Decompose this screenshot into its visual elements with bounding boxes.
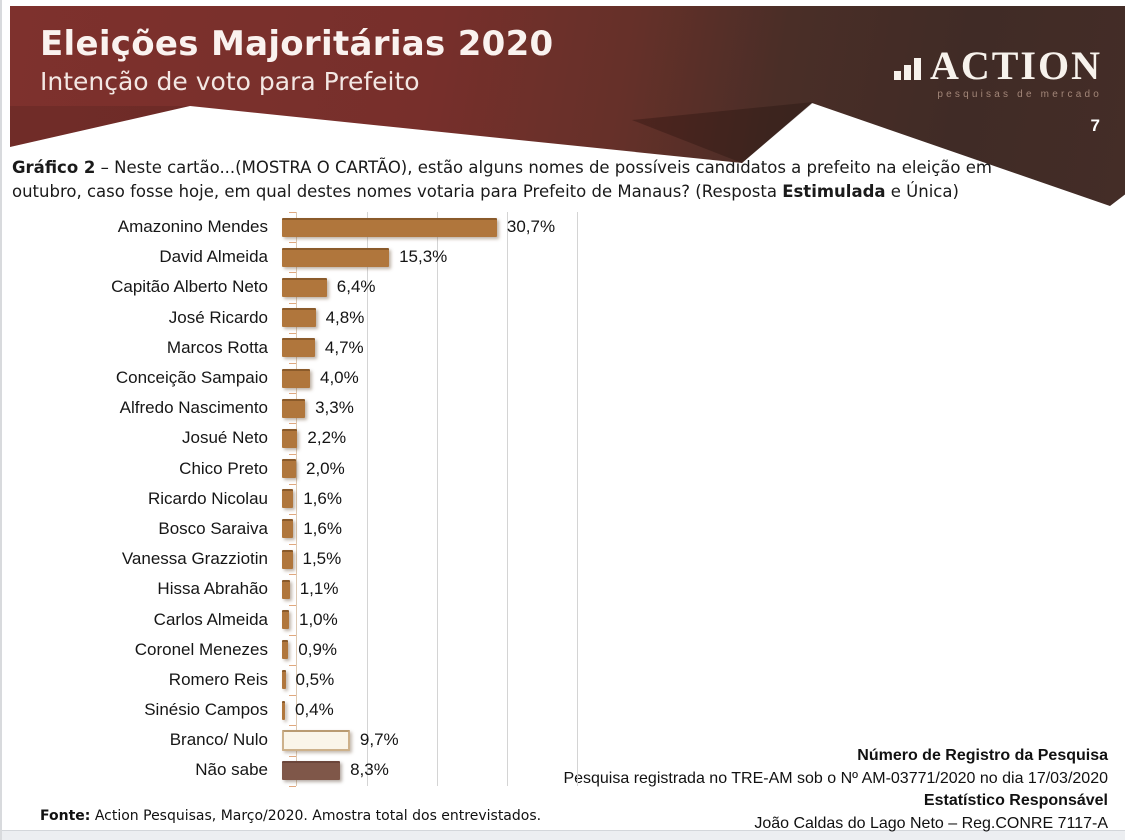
value-label: 30,7% bbox=[506, 217, 556, 237]
question-emphasis: Estimulada bbox=[782, 182, 886, 201]
chart-row: Bosco Saraiva 1,6% bbox=[2, 514, 1125, 544]
category-label: Sinésio Campos bbox=[144, 700, 268, 720]
chart-row: José Ricardo 4,8% bbox=[2, 303, 1125, 333]
statistician-text: João Caldas do Lago Neto – Reg.CONRE 711… bbox=[754, 814, 1108, 832]
chart-row: Sinésio Campos 0,4% bbox=[2, 695, 1125, 725]
chart-row: Marcos Rotta 4,7% bbox=[2, 333, 1125, 363]
category-label: Romero Reis bbox=[168, 669, 268, 689]
chart-row: Vanessa Grazziotin 1,5% bbox=[2, 544, 1125, 574]
chart-row: Alfredo Nascimento 3,3% bbox=[2, 393, 1125, 423]
header-banner: Eleições Majoritárias 2020 Intenção de v… bbox=[2, 0, 1125, 215]
category-label: Marcos Rotta bbox=[166, 337, 268, 357]
chart-row: Ricardo Nicolau 1,6% bbox=[2, 484, 1125, 514]
category-label: Bosco Saraiva bbox=[158, 518, 268, 538]
value-label: 1,6% bbox=[303, 518, 342, 538]
plot-area bbox=[296, 212, 578, 786]
category-label: Ricardo Nicolau bbox=[148, 488, 268, 508]
bar bbox=[282, 610, 289, 630]
category-label: Carlos Almeida bbox=[153, 609, 268, 629]
question-label: Gráfico 2 bbox=[12, 158, 96, 177]
value-label: 2,0% bbox=[306, 458, 345, 478]
chart-row: Capitão Alberto Neto 6,4% bbox=[2, 272, 1125, 302]
value-label: 4,8% bbox=[325, 307, 365, 327]
chart-row: Coronel Menezes 0,9% bbox=[2, 635, 1125, 665]
value-label: 0,5% bbox=[295, 669, 335, 689]
value-label: 6,4% bbox=[336, 277, 376, 297]
chart-row: Não sabe 8,3% bbox=[2, 755, 1125, 785]
chart-row: Chico Preto 2,0% bbox=[2, 454, 1125, 484]
chart-row: David Almeida 15,3% bbox=[2, 242, 1125, 272]
value-label: 4,7% bbox=[324, 337, 364, 357]
question-text: Gráfico 2 – Neste cartão...(MOSTRA O CAR… bbox=[12, 158, 992, 201]
bar bbox=[282, 640, 289, 660]
value-label: 1,6% bbox=[303, 488, 342, 508]
value-label: 9,7% bbox=[359, 730, 399, 750]
bar bbox=[282, 428, 298, 448]
bar bbox=[282, 760, 341, 780]
bar bbox=[282, 217, 497, 237]
value-label: 3,3% bbox=[315, 398, 354, 418]
bar-chart-icon bbox=[891, 58, 921, 80]
page-title: Eleições Majoritárias 2020 bbox=[40, 24, 554, 64]
value-label: 0,4% bbox=[295, 700, 334, 720]
bar-chart: Amazonino Mendes 30,7% David Almeida 15,… bbox=[2, 212, 1125, 788]
bar bbox=[282, 247, 390, 267]
registration-block: Número de Registro da Pesquisa Pesquisa … bbox=[563, 745, 1108, 835]
bar bbox=[282, 338, 315, 358]
action-logo: ACTION pesquisas de mercado bbox=[891, 46, 1102, 100]
bar bbox=[282, 519, 294, 539]
category-label: Alfredo Nascimento bbox=[119, 398, 268, 418]
logo-wordmark: ACTION bbox=[929, 43, 1102, 88]
logo-tagline: pesquisas de mercado bbox=[937, 89, 1102, 100]
value-label: 8,3% bbox=[350, 760, 389, 780]
value-label: 0,9% bbox=[298, 639, 338, 659]
chart-row: Conceição Sampaio 4,0% bbox=[2, 363, 1125, 393]
category-label: Não sabe bbox=[195, 760, 268, 780]
category-label: David Almeida bbox=[159, 247, 268, 267]
value-label: 4,0% bbox=[320, 368, 359, 388]
page-number: 7 bbox=[1090, 116, 1100, 135]
category-label: Capitão Alberto Neto bbox=[111, 277, 268, 297]
bar bbox=[282, 549, 293, 569]
source-note: Fonte: Action Pesquisas, Março/2020. Amo… bbox=[40, 808, 542, 824]
chart-row: Romero Reis 0,5% bbox=[2, 665, 1125, 695]
bar bbox=[282, 700, 285, 720]
chart-row: Josué Neto 2,2% bbox=[2, 423, 1125, 453]
category-label: Coronel Menezes bbox=[134, 639, 268, 659]
bar bbox=[282, 489, 294, 509]
bar bbox=[282, 729, 350, 751]
chart-row: Branco/ Nulo 9,7% bbox=[2, 725, 1125, 755]
registration-title: Número de Registro da Pesquisa bbox=[857, 747, 1108, 764]
category-label: Amazonino Mendes bbox=[117, 217, 268, 237]
bar bbox=[282, 398, 306, 418]
value-label: 15,3% bbox=[399, 247, 448, 267]
page-subtitle: Intenção de voto para Prefeito bbox=[40, 67, 420, 96]
bar bbox=[282, 459, 296, 479]
value-label: 1,5% bbox=[302, 549, 342, 569]
chart-row: Carlos Almeida 1,0% bbox=[2, 604, 1125, 634]
bar bbox=[282, 579, 290, 599]
category-label: José Ricardo bbox=[168, 307, 268, 327]
chart-row: Amazonino Mendes 30,7% bbox=[2, 212, 1125, 242]
category-label: Branco/ Nulo bbox=[169, 730, 268, 750]
category-label: Josué Neto bbox=[182, 428, 268, 448]
chart-row: Hissa Abrahão 1,1% bbox=[2, 574, 1125, 604]
category-label: Hissa Abrahão bbox=[157, 579, 268, 599]
registration-text: Pesquisa registrada no TRE-AM sob o Nº A… bbox=[563, 769, 1108, 787]
category-label: Conceição Sampaio bbox=[115, 368, 268, 388]
title-block: Eleições Majoritárias 2020 Intenção de v… bbox=[40, 24, 554, 96]
value-label: 1,0% bbox=[299, 609, 338, 629]
category-label: Vanessa Grazziotin bbox=[121, 549, 268, 569]
statistician-title: Estatístico Responsável bbox=[923, 792, 1108, 809]
bar bbox=[282, 308, 316, 328]
bar bbox=[282, 368, 310, 388]
value-label: 2,2% bbox=[307, 428, 347, 448]
bar bbox=[282, 670, 286, 690]
value-label: 1,1% bbox=[299, 579, 339, 599]
slide-bottom-edge bbox=[2, 830, 1125, 840]
bar bbox=[282, 277, 327, 297]
category-label: Chico Preto bbox=[179, 458, 268, 478]
chart-rows: Amazonino Mendes 30,7% David Almeida 15,… bbox=[2, 212, 1125, 786]
